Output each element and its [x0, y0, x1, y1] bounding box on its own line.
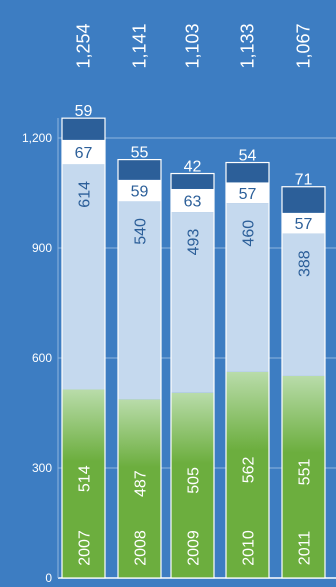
data-label: 493	[186, 229, 203, 256]
bar-segment	[118, 201, 161, 400]
y-tick-label: 900	[32, 241, 52, 255]
data-label: 487	[133, 470, 150, 497]
x-category-label: 2010	[241, 530, 258, 566]
total-label: 1,103	[183, 23, 203, 68]
bar-outline	[281, 186, 326, 579]
bar-segment	[226, 162, 269, 183]
data-label: 59	[75, 103, 93, 120]
data-label: 551	[297, 459, 314, 486]
x-category-label: 2008	[133, 530, 150, 566]
bar-segment	[171, 392, 214, 578]
data-label: 67	[75, 145, 93, 162]
total-label: 1,254	[74, 23, 94, 68]
data-label: 388	[297, 250, 314, 277]
data-label: 59	[131, 184, 149, 201]
bar-segment	[62, 164, 105, 390]
total-label: 1,067	[294, 23, 314, 68]
bar-outline	[61, 117, 106, 579]
y-tick-label: 0	[45, 571, 52, 582]
bar-segment	[282, 375, 325, 578]
total-label: 1,141	[130, 23, 150, 68]
data-label: 460	[241, 220, 258, 247]
data-label: 42	[184, 159, 202, 176]
data-label: 505	[186, 467, 203, 494]
bar-segment	[171, 188, 214, 213]
bar-outline	[170, 172, 215, 579]
bar-segment	[171, 173, 214, 189]
bar-segment	[171, 212, 214, 393]
data-label: 562	[241, 457, 258, 484]
x-category-label: 2009	[186, 530, 203, 566]
data-label: 63	[184, 193, 202, 210]
total-label: 1,133	[238, 23, 258, 68]
bar-segment	[118, 159, 161, 180]
bar-segment	[282, 233, 325, 376]
bar-segment	[282, 212, 325, 234]
bar-segment	[226, 371, 269, 578]
data-label: 540	[133, 218, 150, 245]
y-tick-label: 600	[32, 351, 52, 365]
bar-segment	[226, 203, 269, 372]
bar-segment	[226, 182, 269, 204]
bar-segment	[118, 179, 161, 202]
bar-segment	[282, 186, 325, 213]
bar-segment	[62, 389, 105, 578]
data-label: 57	[239, 186, 257, 203]
y-tick-label: 300	[32, 461, 52, 475]
data-label: 614	[77, 181, 94, 208]
data-label: 54	[239, 148, 257, 165]
y-tick-label: 1,200	[22, 131, 52, 145]
bar-outline	[225, 161, 270, 579]
bar-segment	[62, 139, 105, 165]
bar-segment	[118, 399, 161, 578]
bar-segment	[62, 118, 105, 140]
x-category-label: 2007	[77, 530, 94, 566]
bar-outline	[117, 158, 162, 579]
data-label: 71	[295, 172, 313, 189]
data-label: 57	[295, 216, 313, 233]
data-label: 55	[131, 145, 149, 162]
x-category-label: 2011	[297, 531, 314, 566]
data-label: 514	[77, 465, 94, 492]
